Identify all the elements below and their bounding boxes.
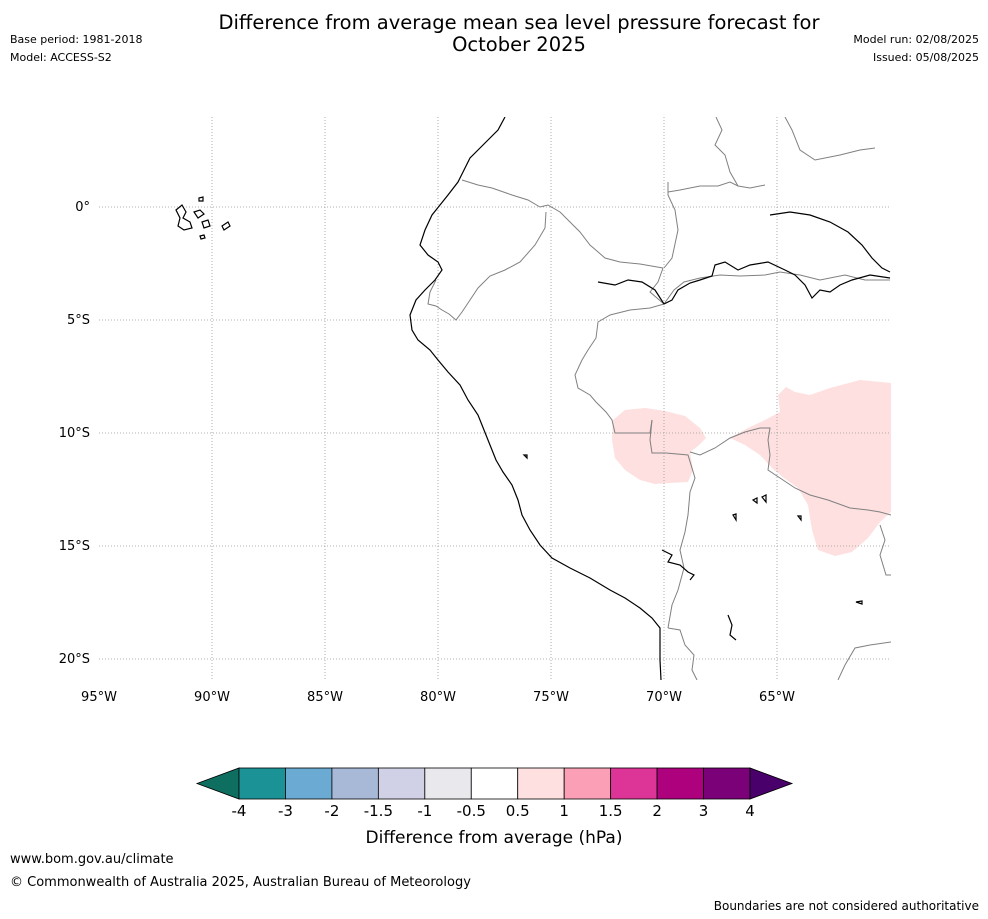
colorbar-tick-label: -3: [278, 802, 293, 820]
longitude-labels: 95°W 90°W 85°W 80°W 75°W 70°W 65°W: [81, 690, 795, 705]
latitude-labels: 0° 5°S 10°S 15°S 20°S: [59, 200, 90, 667]
title-line-1: Difference from average mean sea level p…: [218, 11, 820, 34]
title-line-2: October 2025: [452, 33, 586, 56]
colorbar-segment: [331, 767, 379, 800]
colorbar-segment: [656, 767, 704, 800]
colorbar-tick-label: 1.5: [599, 802, 623, 820]
model-run: Model run: 02/08/2025: [853, 33, 979, 46]
anomaly-regions: [612, 380, 891, 556]
lat-label-0: 0°: [75, 200, 90, 215]
lat-label-15s: 15°S: [59, 539, 90, 554]
footer-url: www.bom.gov.au/climate: [10, 852, 174, 867]
colorbar-segment: [285, 767, 333, 800]
lon-label-85w: 85°W: [307, 690, 343, 705]
colorbar-segment: [703, 767, 751, 800]
colorbar-segment: [377, 767, 426, 800]
colorbar-tick-label: 1: [559, 802, 569, 820]
lon-label-65w: 65°W: [759, 690, 795, 705]
lon-label-70w: 70°W: [646, 690, 682, 705]
colorbar-tick-label: 2: [652, 802, 662, 820]
header-right: Model run: 02/08/2025 Issued: 05/08/2025: [853, 31, 979, 67]
colorbar-tick-label: 0.5: [506, 802, 530, 820]
anomaly-region-bolivia: [730, 380, 891, 556]
colorbar-segment: [470, 767, 519, 800]
lon-label-80w: 80°W: [420, 690, 456, 705]
colorbar-label: Difference from average (hPa): [366, 828, 623, 848]
gridlines: [99, 117, 891, 680]
colorbar-segment: [238, 767, 286, 800]
anomaly-region-peru: [612, 408, 706, 484]
footer-copyright: © Commonwealth of Australia 2025, Austra…: [10, 875, 471, 890]
header-left: Base period: 1981-2018 Model: ACCESS-S2: [10, 31, 142, 67]
colorbar-segment: [424, 767, 472, 800]
lat-label-5s: 5°S: [67, 313, 90, 328]
lon-label-90w: 90°W: [194, 690, 230, 705]
colorbar-extend-high: [749, 767, 794, 800]
model-name: Model: ACCESS-S2: [10, 51, 112, 64]
colorbar-tick-label: -1.5: [364, 802, 393, 820]
colorbar-tick-label: -4: [232, 802, 247, 820]
lat-label-20s: 20°S: [59, 652, 90, 667]
colorbar-tick-label: -0.5: [457, 802, 486, 820]
lon-label-95w: 95°W: [81, 690, 117, 705]
colorbar-segment: [563, 767, 612, 800]
colorbar-tick-label: 3: [699, 802, 709, 820]
colorbar-tick-label: 4: [745, 802, 755, 820]
colorbar-extend-low: [195, 767, 240, 800]
lon-label-75w: 75°W: [533, 690, 569, 705]
page-title: Difference from average mean sea level p…: [180, 12, 858, 56]
colorbar-ticks: -4 -3 -2 -1.5 -1 -0.5 0.5 1 1.5 2 3 4: [232, 802, 755, 820]
country-borders: [427, 117, 891, 680]
base-period: Base period: 1981-2018: [10, 33, 143, 46]
colorbar-segment: [610, 767, 658, 800]
colorbar-tick-label: -1: [417, 802, 432, 820]
colorbar-segment: [517, 767, 565, 800]
lat-label-10s: 10°S: [59, 426, 90, 441]
colorbar: [195, 767, 794, 800]
footer-disclaimer: Boundaries are not considered authoritat…: [713, 899, 979, 913]
colorbar-tick-label: -2: [324, 802, 339, 820]
issued-date: Issued: 05/08/2025: [872, 51, 979, 64]
map-area: [99, 117, 891, 680]
coastline: [175, 117, 891, 680]
